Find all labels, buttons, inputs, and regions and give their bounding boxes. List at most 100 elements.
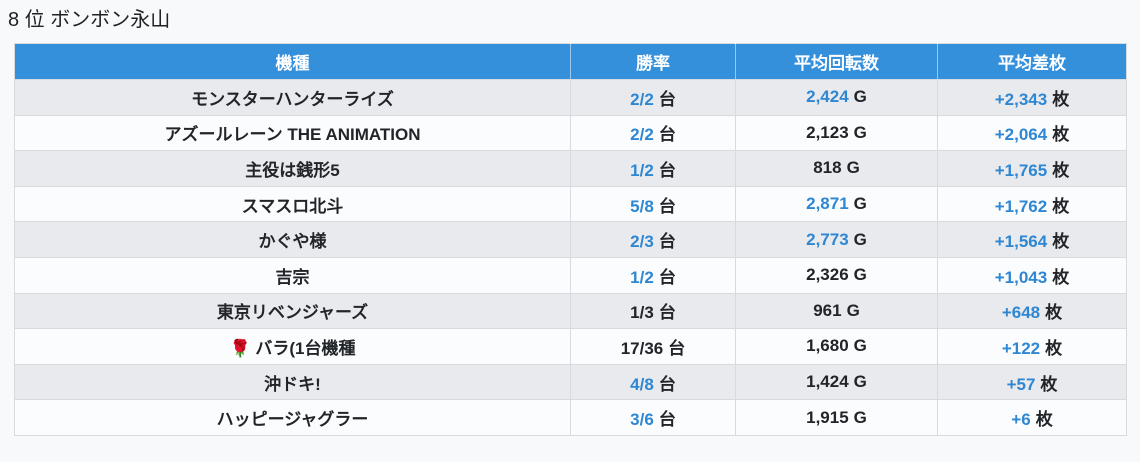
avg-spins-unit: G bbox=[846, 300, 860, 320]
win-rate-unit: 台 bbox=[658, 303, 676, 323]
avg-diff-value: +1,765 bbox=[994, 160, 1048, 180]
avg-diff-cell: +648 枚 bbox=[937, 292, 1127, 330]
avg-spins-value: 1,915 bbox=[806, 407, 849, 427]
table-row: 沖ドキ! 4/8 台 1,424 G +57 枚 bbox=[14, 363, 1127, 401]
avg-spins-value: 2,326 bbox=[806, 265, 849, 285]
machine-name: 🌹 バラ(1台機種 bbox=[229, 338, 356, 358]
avg-spins-value: 1,680 bbox=[806, 336, 849, 356]
machine-name-cell: アズールレーン THE ANIMATION bbox=[14, 114, 571, 152]
machine-name-cell: 東京リベンジャーズ bbox=[14, 292, 571, 330]
avg-spins-unit: G bbox=[846, 158, 860, 178]
win-rate-value: 5/8 bbox=[630, 196, 654, 216]
avg-diff-value: +122 bbox=[1001, 338, 1041, 358]
win-rate-cell: 2/2 台 bbox=[570, 79, 736, 116]
avg-diff-unit: 枚 bbox=[1052, 160, 1070, 180]
avg-spins-unit: G bbox=[853, 229, 867, 249]
column-header-machine: 機種 bbox=[14, 43, 571, 80]
machine-name: モンスターハンターライズ bbox=[191, 89, 394, 109]
table-row: 吉宗 1/2 台 2,326 G +1,043 枚 bbox=[14, 256, 1127, 294]
avg-spins-cell: 961 G bbox=[735, 292, 938, 330]
avg-diff-cell: +57 枚 bbox=[937, 363, 1127, 401]
avg-spins-unit: G bbox=[853, 336, 867, 356]
machine-name-cell: 吉宗 bbox=[14, 256, 571, 294]
win-rate-value: 2/2 bbox=[630, 125, 654, 145]
avg-diff-cell: +2,064 枚 bbox=[937, 114, 1127, 152]
win-rate-cell: 4/8 台 bbox=[570, 363, 736, 401]
table-row: 🌹 バラ(1台機種 17/36 台 1,680 G +122 枚 bbox=[14, 328, 1127, 365]
win-rate-unit: 台 bbox=[658, 232, 676, 252]
machine-name: 沖ドキ! bbox=[264, 374, 321, 394]
machine-name-cell: 🌹 バラ(1台機種 bbox=[14, 328, 571, 365]
machine-name: 主役は銭形5 bbox=[245, 160, 340, 180]
avg-diff-cell: +2,343 枚 bbox=[937, 79, 1127, 116]
avg-spins-value: 2,773 bbox=[806, 229, 849, 249]
avg-spins-value: 2,123 bbox=[806, 122, 849, 142]
win-rate-cell: 1/2 台 bbox=[570, 256, 736, 294]
win-rate-unit: 台 bbox=[658, 374, 676, 394]
table-row: モンスターハンターライズ 2/2 台 2,424 G +2,343 枚 bbox=[14, 79, 1127, 116]
win-rate-value: 1/2 bbox=[630, 267, 654, 287]
win-rate-value: 2/3 bbox=[630, 232, 654, 252]
win-rate-value: 2/2 bbox=[630, 89, 654, 109]
avg-diff-unit: 枚 bbox=[1045, 338, 1063, 358]
table-header-row: 機種 勝率 平均回転数 平均差枚 bbox=[14, 43, 1127, 80]
table-row: 主役は銭形5 1/2 台 818 G +1,765 枚 bbox=[14, 150, 1127, 187]
avg-spins-value: 2,871 bbox=[806, 194, 849, 214]
avg-spins-unit: G bbox=[853, 265, 867, 285]
machine-name-cell: 主役は銭形5 bbox=[14, 150, 571, 187]
avg-spins-value: 961 bbox=[813, 300, 842, 320]
table-row: 東京リベンジャーズ 1/3 台 961 G +648 枚 bbox=[14, 292, 1127, 330]
machine-name: 吉宗 bbox=[275, 267, 310, 287]
column-header-avg-diff: 平均差枚 bbox=[937, 43, 1127, 80]
avg-diff-value: +648 bbox=[1001, 303, 1041, 323]
avg-diff-value: +1,564 bbox=[994, 232, 1048, 252]
machine-name: アズールレーン THE ANIMATION bbox=[164, 125, 421, 145]
win-rate-cell: 2/3 台 bbox=[570, 221, 736, 258]
win-rate-cell: 2/2 台 bbox=[570, 114, 736, 152]
table-row: アズールレーン THE ANIMATION 2/2 台 2,123 G +2,064… bbox=[14, 114, 1127, 152]
avg-diff-unit: 枚 bbox=[1052, 232, 1070, 252]
machine-stats-table: 機種 勝率 平均回転数 平均差枚 モンスターハンターライズ 2/2 台 2,424… bbox=[14, 43, 1127, 436]
win-rate-unit: 台 bbox=[658, 410, 676, 430]
machine-name-cell: 沖ドキ! bbox=[14, 363, 571, 401]
avg-spins-cell: 2,773 G bbox=[735, 221, 938, 258]
column-header-win-rate: 勝率 bbox=[570, 43, 736, 80]
table-body: モンスターハンターライズ 2/2 台 2,424 G +2,343 枚 アズールレーン… bbox=[14, 79, 1127, 436]
avg-diff-unit: 枚 bbox=[1035, 410, 1053, 430]
avg-diff-unit: 枚 bbox=[1052, 125, 1070, 145]
table-row: かぐや様 2/3 台 2,773 G +1,564 枚 bbox=[14, 221, 1127, 258]
avg-spins-unit: G bbox=[853, 372, 867, 392]
avg-diff-unit: 枚 bbox=[1045, 303, 1063, 323]
win-rate-cell: 5/8 台 bbox=[570, 185, 736, 223]
table-row: スマスロ北斗 5/8 台 2,871 G +1,762 枚 bbox=[14, 185, 1127, 223]
machine-name: かぐや様 bbox=[258, 232, 327, 252]
avg-spins-cell: 1,680 G bbox=[735, 328, 938, 365]
win-rate-value: 3/6 bbox=[630, 410, 654, 430]
avg-diff-value: +57 bbox=[1006, 374, 1036, 394]
avg-diff-unit: 枚 bbox=[1052, 196, 1070, 216]
machine-name-cell: モンスターハンターライズ bbox=[14, 79, 571, 116]
avg-spins-unit: G bbox=[853, 407, 867, 427]
avg-spins-cell: 2,123 G bbox=[735, 114, 938, 152]
win-rate-unit: 台 bbox=[658, 89, 676, 109]
avg-spins-cell: 1,915 G bbox=[735, 399, 938, 436]
avg-spins-cell: 2,424 G bbox=[735, 79, 938, 116]
avg-diff-cell: +1,762 枚 bbox=[937, 185, 1127, 223]
win-rate-unit: 台 bbox=[658, 196, 676, 216]
win-rate-unit: 台 bbox=[658, 125, 676, 145]
avg-diff-unit: 枚 bbox=[1052, 89, 1070, 109]
avg-spins-unit: G bbox=[853, 194, 867, 214]
avg-spins-value: 2,424 bbox=[806, 87, 849, 107]
machine-name: ハッピージャグラー bbox=[216, 410, 369, 430]
avg-diff-unit: 枚 bbox=[1040, 374, 1058, 394]
win-rate-unit: 台 bbox=[668, 338, 686, 358]
win-rate-value: 4/8 bbox=[630, 374, 654, 394]
win-rate-value: 1/3 bbox=[630, 303, 654, 323]
win-rate-cell: 3/6 台 bbox=[570, 399, 736, 436]
machine-name-cell: スマスロ北斗 bbox=[14, 185, 571, 223]
avg-diff-cell: +6 枚 bbox=[937, 399, 1127, 436]
avg-diff-cell: +1,765 枚 bbox=[937, 150, 1127, 187]
avg-diff-cell: +1,043 枚 bbox=[937, 256, 1127, 294]
avg-diff-unit: 枚 bbox=[1052, 267, 1070, 287]
avg-spins-unit: G bbox=[853, 122, 867, 142]
